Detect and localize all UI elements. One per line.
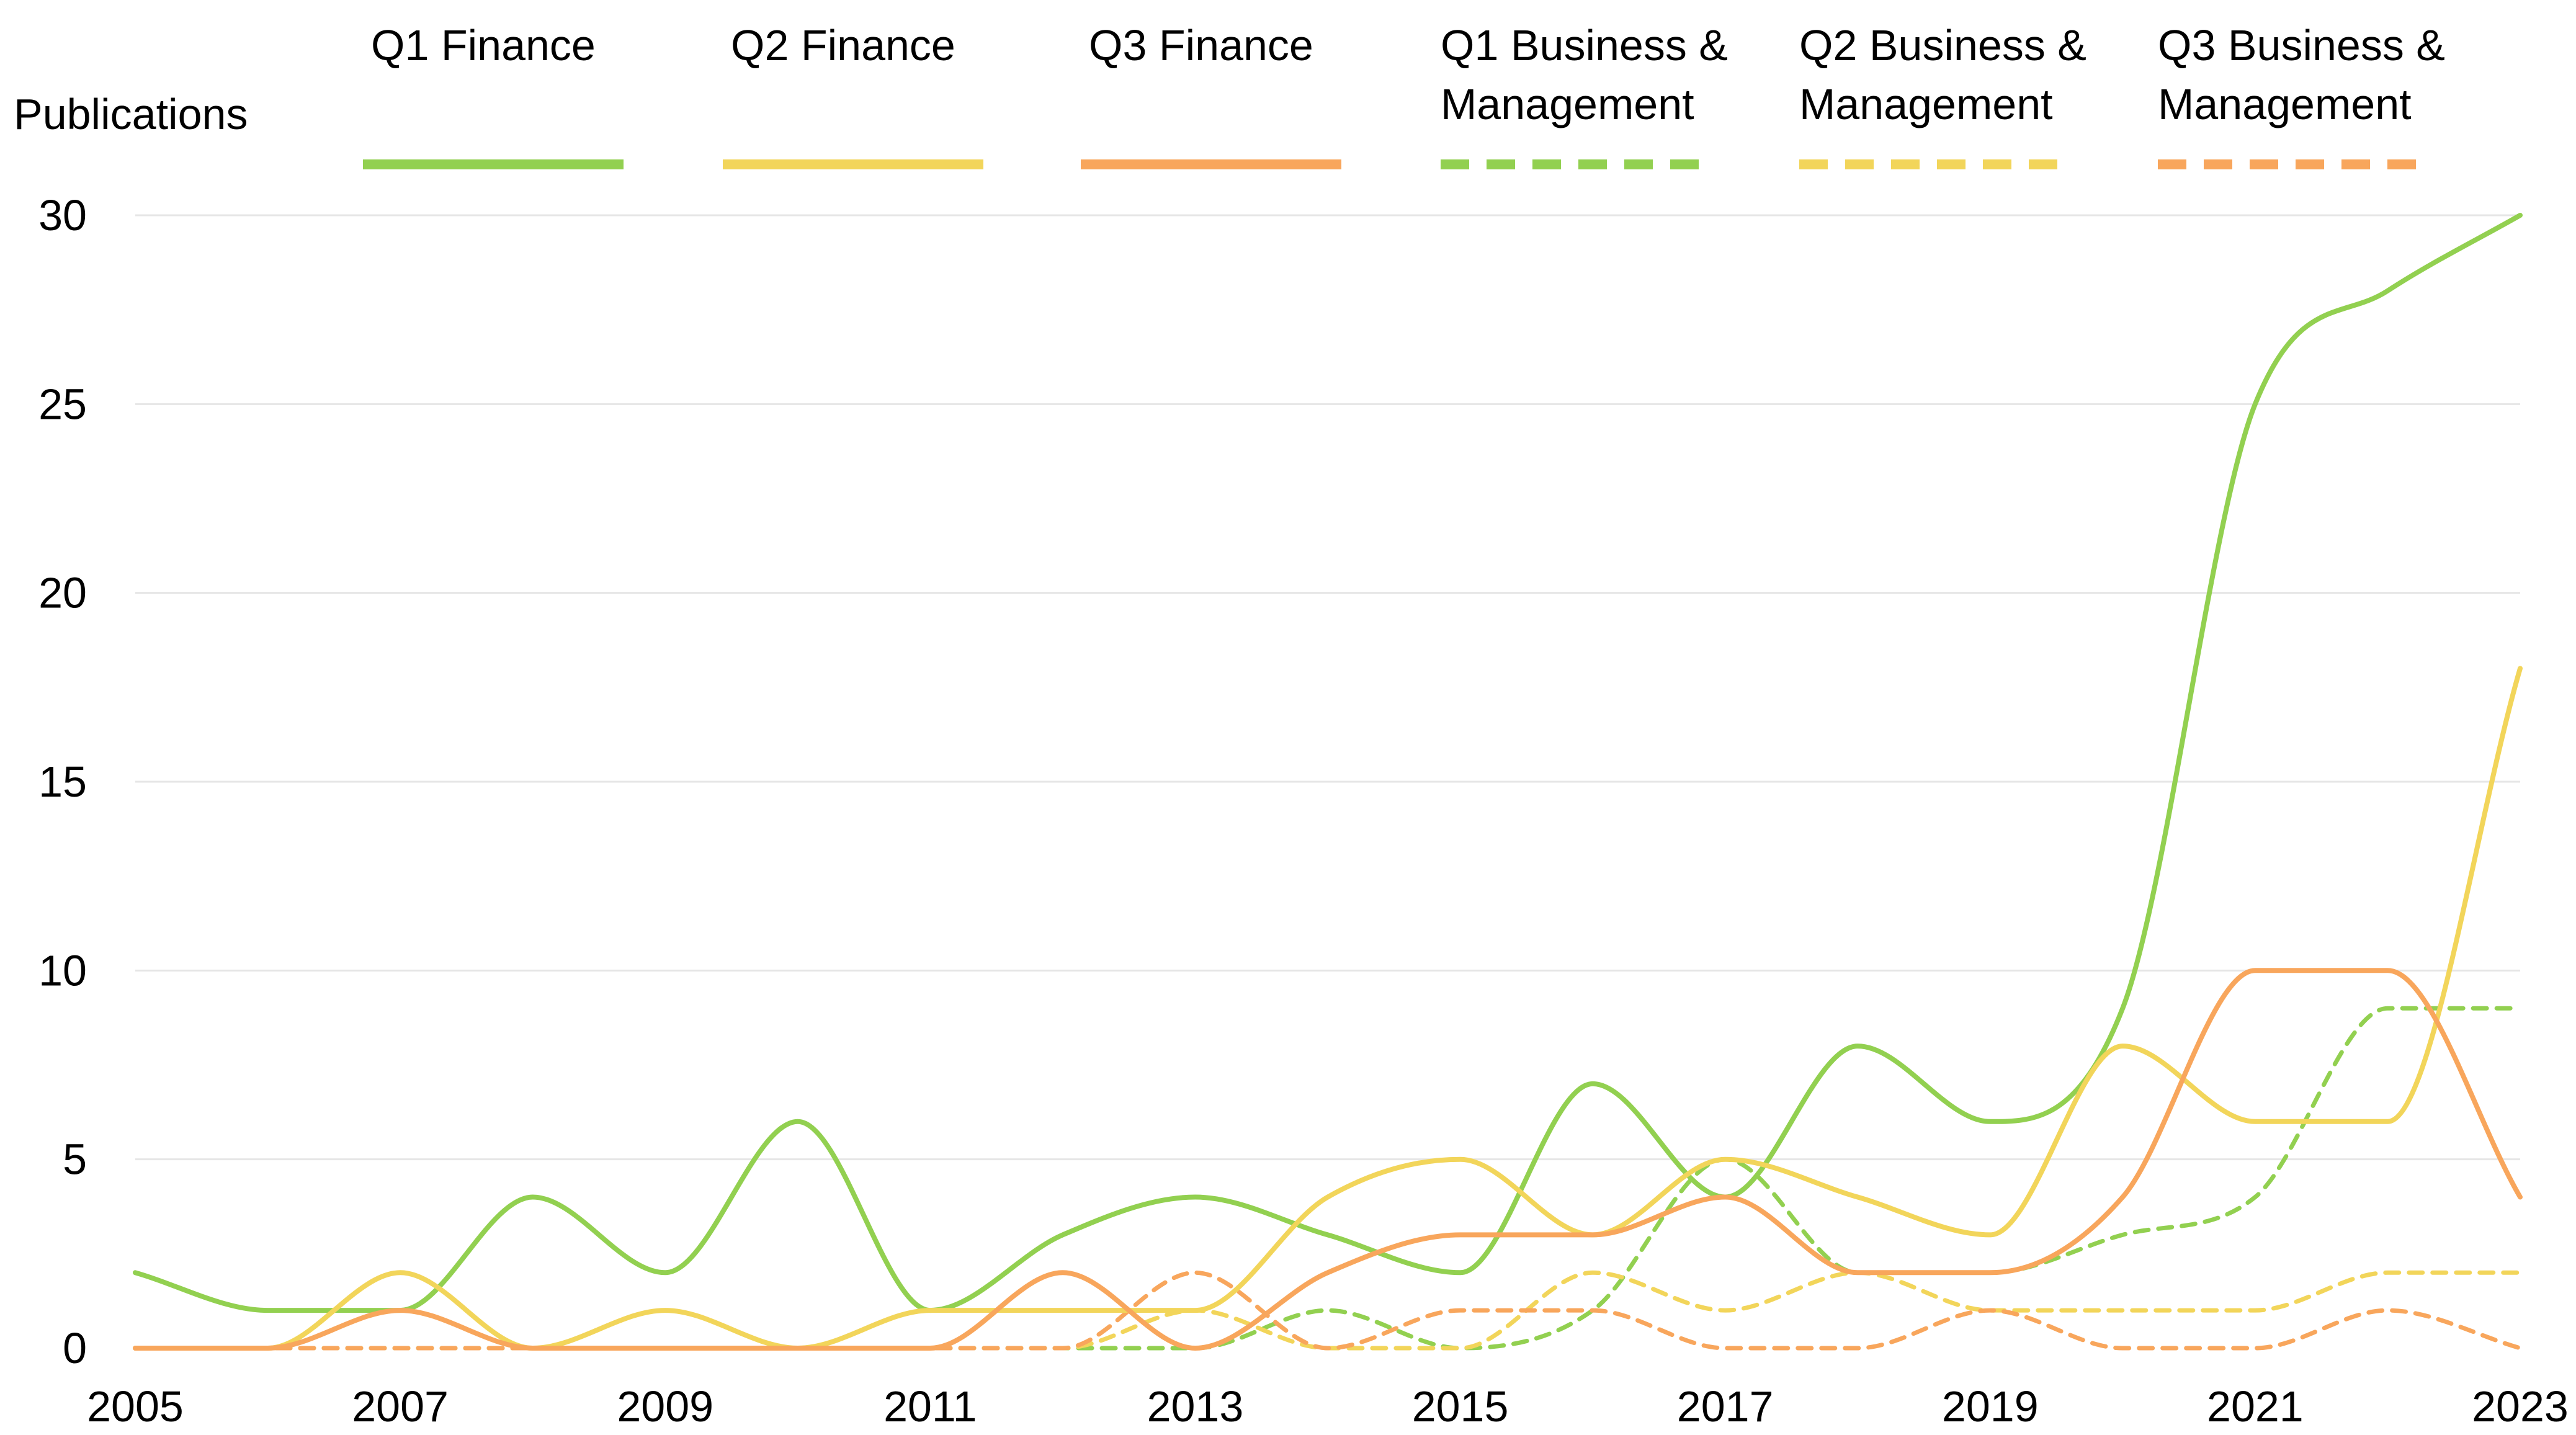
x-tick-label-2013: 2013	[1147, 1382, 1244, 1431]
series-line-q2-business-and-management	[133, 1270, 2523, 1351]
series-line-q1-finance	[133, 213, 2523, 1313]
series-line-q3-finance	[133, 968, 2523, 1351]
legend-item-q1-finance: Q1 Finance	[363, 21, 624, 169]
x-tick-label-2015: 2015	[1412, 1382, 1509, 1431]
legend: Q1 Finance Q2 Finance Q3 Finance Q1 Busines…	[363, 21, 2445, 169]
y-tick-label-25: 25	[38, 380, 87, 428]
legend-label: Q3 Business & Management	[2158, 21, 2445, 128]
y-tick-label-30: 30	[38, 191, 87, 239]
x-tick-label-2011: 2011	[883, 1382, 977, 1431]
x-tick-label-2021: 2021	[2207, 1382, 2304, 1431]
series-line-q2-finance	[133, 666, 2523, 1351]
y-tick-label-0: 0	[63, 1324, 87, 1372]
legend-label: Q2 Finance	[731, 21, 955, 69]
y-tick-label-10: 10	[38, 946, 87, 995]
series-line-q1-business-and-management	[133, 1006, 2523, 1351]
x-tick-label-2019: 2019	[1942, 1382, 2039, 1431]
x-tick-label-2017: 2017	[1677, 1382, 1774, 1431]
series-lines	[133, 213, 2523, 1351]
y-tick-label-15: 15	[38, 758, 87, 806]
legend-label: Q1 Business & Management	[1441, 21, 1728, 128]
legend-item-q1-business-and-management: Q1 Business & Management	[1441, 21, 1728, 169]
x-tick-labels: 2005 2007 2009 2011 2013 2015 2017 2019 2021 2023	[87, 1382, 2569, 1431]
legend-item-q3-finance: Q3 Finance	[1081, 21, 1341, 169]
legend-label: Q2 Business & Management	[1799, 21, 2086, 128]
x-tick-label-2009: 2009	[617, 1382, 713, 1431]
legend-item-q3-business-and-management: Q3 Business & Management	[2158, 21, 2445, 169]
legend-item-q2-finance: Q2 Finance	[723, 21, 983, 169]
gridlines	[135, 214, 2520, 1161]
legend-label: Q3 Finance	[1089, 21, 1313, 69]
y-tick-labels: 0 5 10 15 20 25 30	[38, 191, 87, 1372]
legend-label: Q1 Finance	[371, 21, 596, 69]
x-tick-label-2023: 2023	[2472, 1382, 2569, 1431]
y-axis-title: Publications	[14, 90, 248, 138]
legend-item-q2-business-and-management: Q2 Business & Management	[1799, 21, 2086, 169]
x-tick-label-2005: 2005	[87, 1382, 184, 1431]
y-tick-label-5: 5	[63, 1135, 87, 1184]
y-tick-label-20: 20	[38, 569, 87, 617]
x-tick-label-2007: 2007	[352, 1382, 449, 1431]
